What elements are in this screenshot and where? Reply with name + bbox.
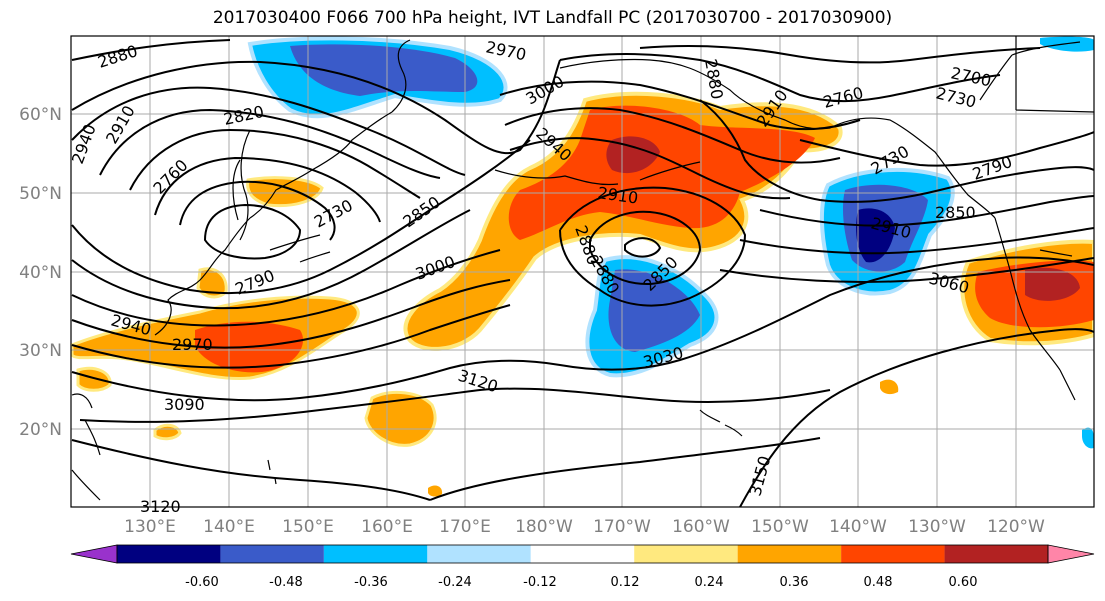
colorbar-tick-label: -0.12: [523, 575, 557, 590]
colorbar-frame: [116, 544, 1049, 564]
map-panel: [71, 36, 1094, 507]
colorbar-bin: [944, 545, 1048, 563]
colorbar-tick-label: 0.48: [864, 575, 893, 590]
colorbar-tick-label: -0.60: [185, 575, 219, 590]
lat-label: 60°N: [19, 105, 62, 125]
lon-label: 130°E: [124, 517, 176, 537]
colorbar-tick-label: 0.60: [949, 575, 978, 590]
contour-label: 2970: [172, 335, 213, 354]
colorbar-extend-low: [70, 544, 118, 564]
positive-anomaly-region: [153, 423, 182, 441]
positive-anomaly-region: [196, 267, 228, 299]
lon-label: 140°E: [203, 517, 255, 537]
positive-anomaly-darkcore: [606, 136, 660, 174]
lon-label: 170°E: [439, 517, 491, 537]
colorbar-extend-high: [1047, 544, 1095, 564]
contour-label: 3090: [164, 395, 205, 414]
lat-label: 30°N: [19, 341, 62, 361]
positive-anomaly-darkcore: [1025, 267, 1080, 301]
map-frame: [70, 35, 1095, 508]
lat-label: 50°N: [19, 184, 62, 204]
longitude-labels: 130°E 140°E 150°E 160°E 170°E 180°W 170°…: [124, 517, 1045, 537]
negative-anomaly-region: [1082, 427, 1094, 449]
positive-anomaly-region: [428, 485, 443, 497]
lon-label: 160°W: [672, 517, 730, 537]
lat-label: 20°N: [19, 420, 62, 440]
lon-label: 180°W: [515, 517, 573, 537]
lon-label: 120°W: [987, 517, 1045, 537]
latitude-labels: 60°N 50°N 40°N 30°N 20°N: [19, 105, 62, 440]
colorbar-bin: [220, 545, 324, 563]
colorbar-bin: [323, 545, 428, 563]
positive-anomaly-region: [880, 379, 899, 395]
colorbar: [70, 544, 1095, 564]
colorbar-bin: [117, 545, 221, 563]
colorbar-bin: [737, 545, 842, 563]
negative-anomaly-core: [608, 269, 700, 352]
lon-label: 160°E: [361, 517, 413, 537]
colorbar-bin: [634, 545, 738, 563]
lon-label: 150°W: [751, 517, 809, 537]
lon-label: 140°W: [829, 517, 887, 537]
negative-anomaly-darkcore: [856, 208, 895, 263]
colorbar-tick-label: 0.36: [780, 575, 809, 590]
coastlines: [71, 36, 1094, 501]
negative-anomaly-core: [290, 44, 478, 96]
colorbar-tick-label: -0.36: [354, 575, 388, 590]
colorbar-bin: [427, 545, 531, 563]
colorbar-tick-labels: -0.60 -0.48 -0.36 -0.24 -0.12 0.12 0.24 …: [185, 575, 977, 590]
lon-label: 170°W: [593, 517, 651, 537]
contour-label: 2850: [935, 203, 976, 222]
lon-label: 130°W: [908, 517, 966, 537]
colorbar-bin: [530, 545, 635, 563]
colorbar-bin: [841, 545, 945, 563]
map-title: 2017030400 F066 700 hPa height, IVT Land…: [212, 8, 893, 28]
colorbar-tick-label: 0.24: [695, 575, 724, 590]
colorbar-tick-label: -0.24: [438, 575, 472, 590]
colorbar-tick-label: -0.48: [269, 575, 303, 590]
height-contours: [71, 39, 1094, 507]
lon-label: 150°E: [282, 517, 334, 537]
graticule: [71, 36, 1094, 507]
lat-label: 40°N: [19, 263, 62, 283]
colorbar-tick-label: 0.12: [611, 575, 640, 590]
positive-anomaly-region: [246, 176, 324, 208]
positive-anomaly-region: [76, 366, 112, 392]
